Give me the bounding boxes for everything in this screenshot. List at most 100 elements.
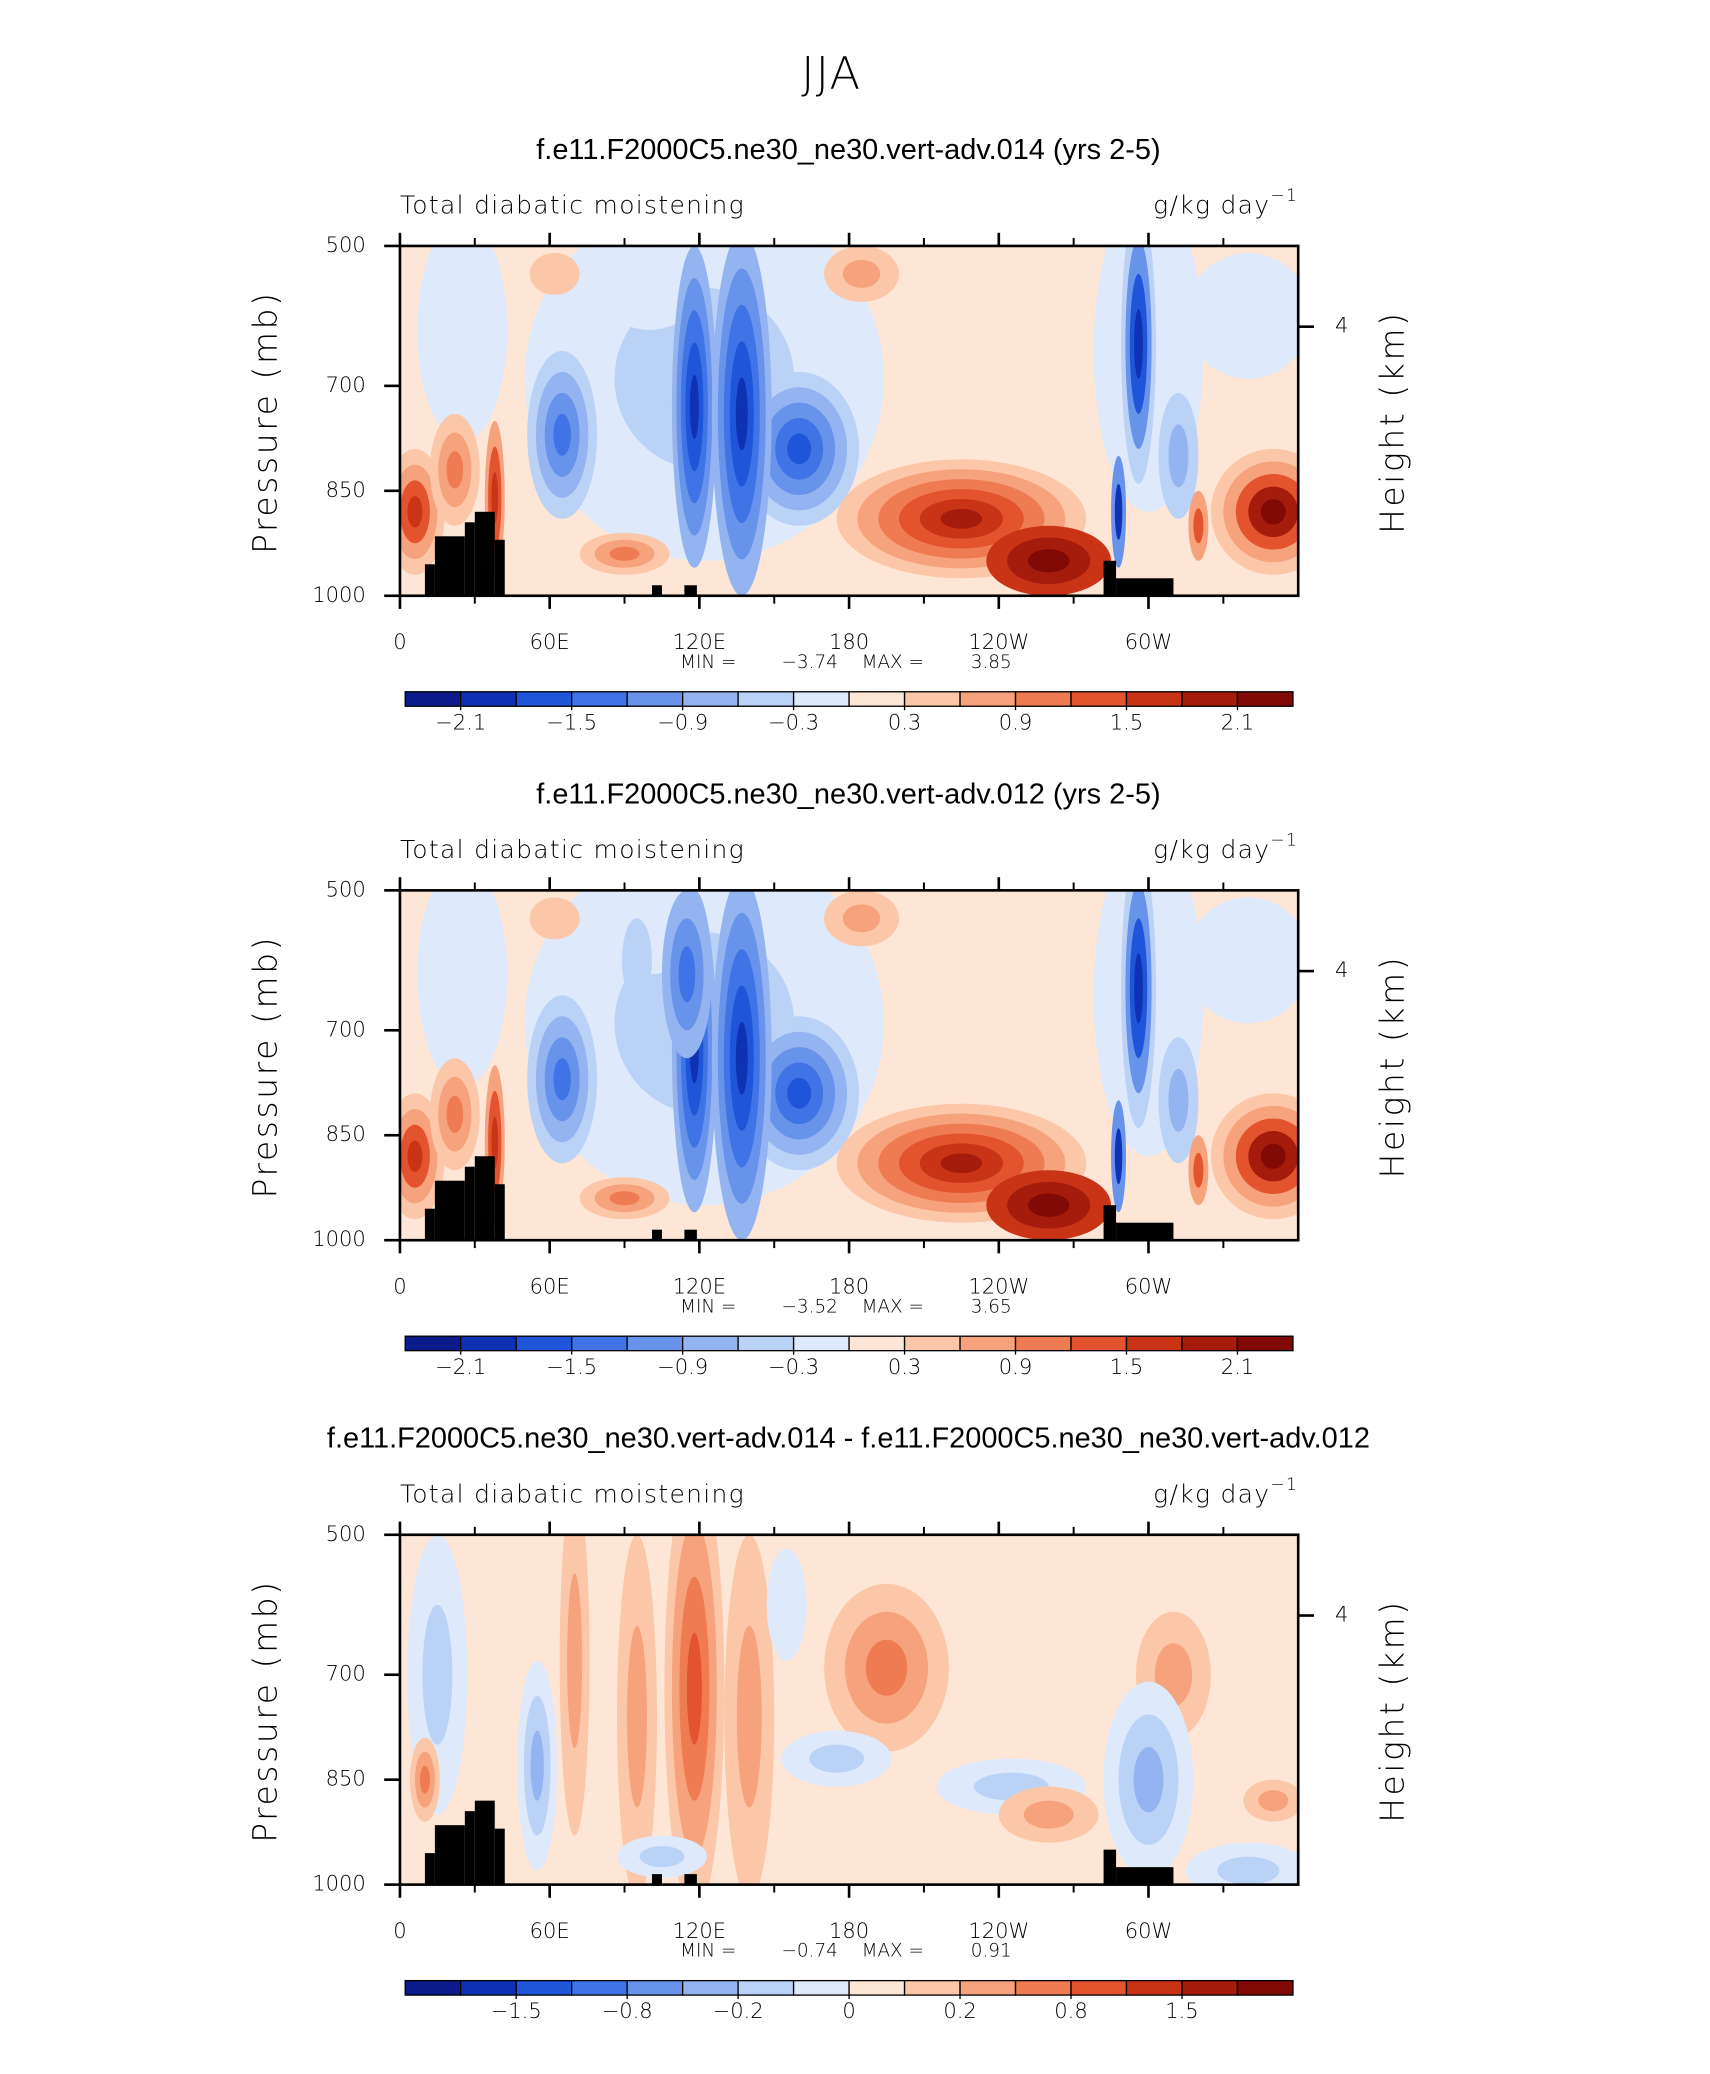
contour-band [842, 259, 881, 288]
min-text: MIN = [680, 652, 736, 673]
contour-band [639, 1846, 685, 1868]
colorbar-label: 1.5 [1165, 1998, 1198, 2023]
colorbar-box [1181, 1979, 1239, 1996]
x-tick-label: 60E [530, 1918, 570, 1943]
colorbar-box [959, 691, 1017, 707]
units-exponent: −1 [1270, 1475, 1298, 1495]
terrain [424, 564, 435, 596]
left-label: Total diabatic moistening [400, 190, 745, 219]
min-value: −3.74 [781, 652, 837, 673]
x-tick-label: 60W [1125, 1274, 1173, 1299]
colorbar-box [1014, 691, 1072, 707]
contour-band [491, 472, 499, 524]
terrain [1103, 1205, 1117, 1241]
min-value: −0.74 [781, 1941, 837, 1962]
y2-tick-label: 4 [1335, 957, 1348, 982]
colorbar-box [848, 1979, 906, 1996]
contour-band [529, 897, 580, 940]
terrain [684, 1229, 697, 1241]
units-exponent: −1 [1270, 186, 1298, 206]
colorbar-box [404, 1335, 462, 1352]
contour-band [1114, 483, 1123, 540]
units-text: g/kg day [1153, 835, 1270, 864]
colorbar-box [959, 1335, 1017, 1352]
contour-band [419, 1765, 430, 1794]
x-tick-label: 0 [393, 1918, 406, 1943]
units: g/kg day−1 [1153, 830, 1298, 864]
terrain [651, 1874, 662, 1885]
colorbar-box [1236, 1979, 1294, 1996]
y2-tick-label: 4 [1335, 313, 1348, 338]
x-tick-label: 60W [1125, 629, 1173, 654]
y-tick-label: 500 [326, 876, 366, 901]
contour-band [446, 451, 464, 489]
contour-band [567, 1573, 583, 1749]
colorbar-box [1236, 1335, 1294, 1352]
colorbar-box [1125, 1979, 1183, 1996]
terrain [1116, 1222, 1174, 1241]
x-tick-label: 120W [968, 629, 1029, 654]
terrain [494, 539, 505, 596]
contour-band [1023, 1800, 1074, 1829]
y-axis-label: Pressure (mb) [246, 935, 285, 1198]
colorbar-box [404, 1979, 462, 1996]
max-text: MAX = [862, 652, 924, 673]
colorbar-box [571, 691, 628, 707]
colorbar-box [1070, 691, 1128, 707]
contour-band [553, 413, 571, 456]
contour-band [1193, 508, 1204, 544]
colorbar-label: −0.3 [768, 709, 819, 734]
colorbar-label: 0.2 [943, 1998, 976, 2023]
colorbar-box [1070, 1979, 1128, 1996]
contour-band [1193, 1152, 1204, 1188]
colorbar-label: −2.1 [435, 1354, 486, 1379]
colorbar-label: 0.9 [999, 1354, 1032, 1379]
x-tick-label: 120E [673, 1274, 726, 1299]
colorbar-box [626, 1335, 684, 1352]
terrain [424, 1853, 435, 1885]
x-tick-label: 120E [673, 629, 726, 654]
x-tick-label: 60E [530, 629, 570, 654]
contour-field [399, 245, 1299, 596]
x-tick-label: 120W [968, 1274, 1029, 1299]
colorbar-box [681, 691, 739, 707]
terrain [464, 522, 475, 596]
min-value: −3.52 [781, 1296, 837, 1317]
max-value: 0.91 [971, 1941, 1012, 1962]
contour-band [491, 1116, 499, 1168]
contour-band [627, 1625, 647, 1808]
terrain [1116, 578, 1174, 596]
y-tick-label: 700 [326, 1016, 366, 1041]
units-exponent: −1 [1270, 830, 1298, 850]
terrain [474, 511, 495, 596]
colorbar-label: −1.5 [546, 709, 597, 734]
colorbar-box [1125, 1335, 1183, 1352]
terrain [434, 1825, 465, 1885]
terrain [651, 585, 662, 596]
colorbar-label: −0.3 [768, 1354, 819, 1379]
left-label: Total diabatic moistening [400, 835, 745, 864]
contour-band [609, 1191, 640, 1206]
colorbar-label: 1.5 [1110, 1354, 1143, 1379]
terrain [474, 1800, 495, 1885]
colorbar-label: −1.5 [546, 1354, 597, 1379]
colorbar-box [1181, 1335, 1239, 1352]
contour-band [529, 252, 580, 295]
contour-band [417, 245, 508, 442]
min-text: MIN = [680, 1941, 736, 1962]
colorbar-label: 0.9 [999, 709, 1032, 734]
terrain [1116, 1867, 1174, 1885]
x-tick-label: 180 [829, 629, 869, 654]
figure-title: JJA [801, 46, 861, 99]
x-tick-label: 0 [393, 629, 406, 654]
colorbar-box [1236, 691, 1294, 707]
y-axis-label: Pressure (mb) [246, 290, 285, 553]
contour-band [609, 546, 640, 561]
contour-band [809, 1744, 865, 1773]
contour-band [940, 508, 983, 529]
contour-band [1168, 424, 1189, 488]
min-text: MIN = [680, 1296, 736, 1317]
contour-band [1185, 252, 1299, 379]
contour-band [766, 1548, 807, 1661]
